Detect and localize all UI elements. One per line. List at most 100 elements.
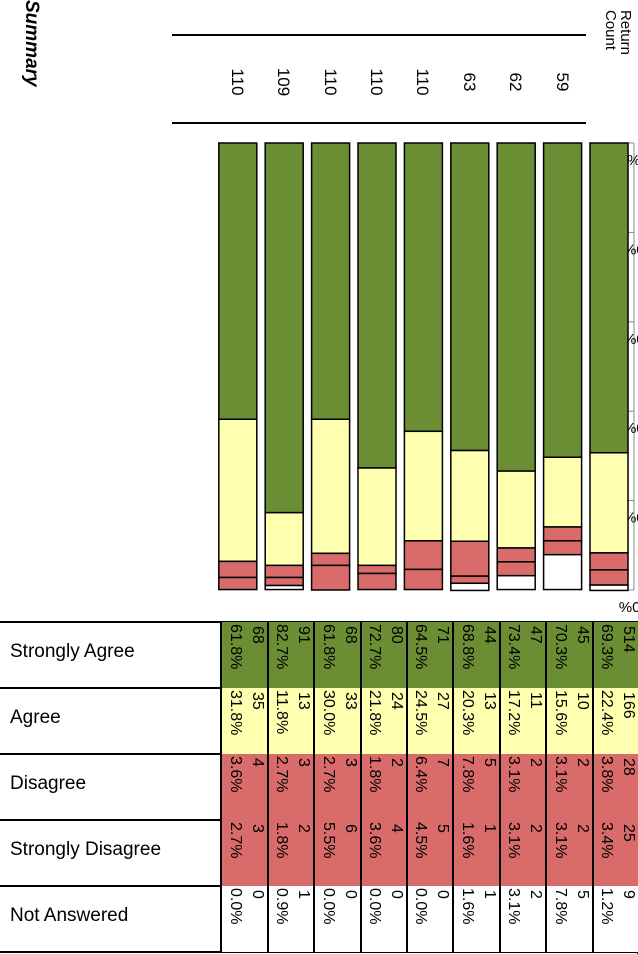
cell-percent: 1.6% xyxy=(458,822,476,859)
bar-segment-strongly-disagree xyxy=(357,572,397,591)
cell-count: 13 xyxy=(480,692,498,710)
x-tick-label: 0% xyxy=(627,151,638,168)
bar-segment-not-answered xyxy=(589,584,629,592)
cell-percent: 7.8% xyxy=(551,888,569,925)
cell-percent: 3.1% xyxy=(551,756,569,793)
cell-percent: 5.5% xyxy=(319,822,337,859)
cell-percent: 0.9% xyxy=(273,888,291,925)
cell-count: 24 xyxy=(388,692,405,710)
cell-percent: 3.1% xyxy=(551,822,569,859)
cell-percent: 24.5% xyxy=(412,690,430,736)
cell-percent: 82.7% xyxy=(273,624,291,670)
cell-percent: 3.6% xyxy=(366,822,383,859)
cell-count: 166 xyxy=(620,692,637,719)
table-cell-strongly-disagree: 1 1.6% xyxy=(452,820,499,886)
cell-count: 5 xyxy=(434,824,452,833)
cell-percent: 73.4% xyxy=(505,624,523,670)
table-cell-not-answered: 1 1.6% xyxy=(452,886,499,952)
table-cell-strongly-disagree: 2 3.1% xyxy=(498,820,546,886)
cell-percent: 68.8% xyxy=(458,624,476,670)
cell-percent: 72.7% xyxy=(366,624,383,670)
cell-count: 3 xyxy=(295,758,313,767)
table-cell-strongly-agree: 44 68.8% xyxy=(452,622,499,688)
table-cell-strongly-disagree: 2 1.8% xyxy=(266,820,314,886)
table-cell-agree: 11 17.2% xyxy=(498,688,546,754)
table-cell-strongly-agree: 71 64.5% xyxy=(406,622,453,688)
cell-count: 2 xyxy=(573,824,591,833)
cell-count: 2 xyxy=(388,758,405,767)
cell-count: 0 xyxy=(388,890,405,899)
cell-count: 44 xyxy=(480,626,498,644)
cell-percent: 3.1% xyxy=(505,888,523,925)
table-cell-agree: 166 22.4% xyxy=(591,688,638,754)
cell-percent: 3.8% xyxy=(598,756,615,793)
cell-percent: 0.0% xyxy=(412,888,430,925)
bar-segment-not-answered xyxy=(450,582,490,592)
table-cell-strongly-disagree: 5 4.5% xyxy=(406,820,453,886)
cell-percent: 1.8% xyxy=(273,822,291,859)
cell-count: 25 xyxy=(620,824,637,842)
cell-percent: 1.6% xyxy=(458,888,476,925)
table-cell-disagree: 2 3.1% xyxy=(545,754,592,820)
cell-percent: 1.2% xyxy=(598,888,615,925)
table-cell-strongly-agree: 80 72.7% xyxy=(359,622,406,688)
cell-percent: 3.1% xyxy=(505,822,523,859)
cell-percent: 69.3% xyxy=(598,624,615,670)
cell-count: 0 xyxy=(341,890,359,899)
cell-percent: 6.4% xyxy=(412,756,430,793)
table-cell-disagree: 4 3.6% xyxy=(220,754,267,820)
bar-segment-not-answered xyxy=(496,574,536,591)
cell-count: 7 xyxy=(434,758,452,767)
cell-count: 2 xyxy=(527,824,545,833)
table-cell-strongly-disagree: 25 3.4% xyxy=(591,820,638,886)
cell-percent: 3.6% xyxy=(226,756,244,793)
cell-count: 0 xyxy=(434,890,452,899)
table-cell-disagree: 5 7.8% xyxy=(452,754,499,820)
table-cell-strongly-agree: 91 82.7% xyxy=(266,622,314,688)
cell-percent: 31.8% xyxy=(226,690,244,736)
cell-count: 514 xyxy=(620,626,637,653)
cell-count: 2 xyxy=(527,758,545,767)
cell-count: 9 xyxy=(620,890,637,899)
cell-count: 45 xyxy=(573,626,591,644)
bar-segment-strongly-disagree xyxy=(218,576,258,591)
cell-percent: 0.0% xyxy=(366,888,383,925)
cell-percent: 70.3% xyxy=(551,624,569,670)
cell-percent: 61.8% xyxy=(226,624,244,670)
cell-count: 4 xyxy=(248,758,266,767)
cell-count: 11 xyxy=(527,692,545,709)
cell-count: 1 xyxy=(480,824,498,833)
cell-count: 0 xyxy=(248,890,266,899)
cell-percent: 22.4% xyxy=(598,690,615,736)
table-cell-not-answered: 2 3.1% xyxy=(498,886,546,952)
table-cell-not-answered: 5 7.8% xyxy=(545,886,592,952)
cell-count: 1 xyxy=(295,890,313,899)
cell-count: 71 xyxy=(434,626,452,644)
bar-segment-strongly-disagree xyxy=(403,568,444,591)
table-cell-disagree: 7 6.4% xyxy=(406,754,453,820)
cell-count: 2 xyxy=(295,824,313,833)
cell-percent: 0.0% xyxy=(226,888,244,925)
cell-percent: 2.7% xyxy=(319,756,337,793)
table-cell-not-answered: 0 0.0% xyxy=(313,886,360,952)
cell-count: 3 xyxy=(248,824,266,833)
cell-count: 47 xyxy=(527,626,545,644)
cell-count: 3 xyxy=(341,758,359,767)
table-cell-agree: 33 30.0% xyxy=(313,688,360,754)
table-cell-not-answered: 1 0.9% xyxy=(266,886,314,952)
table-cell-disagree: 2 3.1% xyxy=(498,754,546,820)
table-cell-agree: 24 21.8% xyxy=(359,688,406,754)
cell-count: 68 xyxy=(341,626,359,644)
cell-percent: 17.2% xyxy=(505,690,523,736)
bar-segment-not-answered xyxy=(264,584,304,591)
cell-percent: 11.8% xyxy=(273,690,291,735)
cell-count: 5 xyxy=(573,890,591,899)
cell-count: 10 xyxy=(573,692,591,710)
table-cell-disagree: 28 3.8% xyxy=(591,754,638,820)
table-cell-strongly-agree: 68 61.8% xyxy=(313,622,360,688)
cell-count: 80 xyxy=(388,626,405,644)
table-cell-agree: 27 24.5% xyxy=(406,688,453,754)
table-cell-strongly-disagree: 2 3.1% xyxy=(545,820,592,886)
